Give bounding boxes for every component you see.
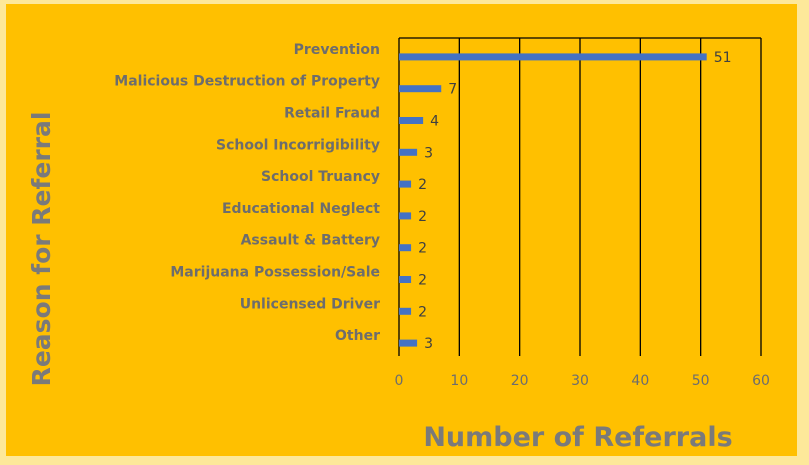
category-label: Marijuana Possession/Sale	[170, 265, 380, 281]
x-tick-labels: 0 10 20 30 40 50 60	[395, 373, 770, 389]
bar	[399, 212, 412, 220]
x-tick-label: 40	[631, 373, 649, 389]
bar-chart: Prevention Malicious Destruction of Prope…	[27, 37, 770, 453]
data-label: 2	[418, 177, 427, 193]
data-label: 2	[418, 304, 427, 320]
category-label: Malicious Destruction of Property	[114, 74, 380, 90]
category-label: Unlicensed Driver	[240, 296, 380, 312]
x-tick-label: 20	[511, 373, 529, 389]
category-label: Retail Fraud	[284, 106, 380, 122]
category-label: School Incorrigibility	[216, 137, 380, 153]
data-label: 51	[714, 50, 732, 66]
data-label: 4	[430, 114, 439, 130]
bar	[399, 307, 412, 315]
gridlines	[398, 37, 762, 356]
data-label: 7	[448, 82, 457, 98]
x-tick-label: 50	[692, 373, 710, 389]
category-label: Other	[335, 328, 380, 344]
bar-series	[399, 53, 707, 347]
data-label: 3	[424, 336, 433, 352]
chart-frame: Prevention Malicious Destruction of Prope…	[6, 4, 797, 456]
bar	[399, 117, 424, 124]
bar	[399, 85, 442, 93]
x-tick-label: 0	[395, 373, 404, 389]
bar	[399, 339, 418, 347]
bar	[399, 276, 412, 283]
category-label: Educational Neglect	[222, 201, 380, 217]
data-label: 2	[418, 241, 427, 257]
x-tick-label: 30	[571, 373, 589, 389]
category-label: Prevention	[294, 42, 380, 58]
x-axis-title: Number of Referrals	[423, 422, 732, 453]
data-label: 2	[418, 209, 427, 225]
bar	[399, 53, 707, 61]
category-label: School Truancy	[261, 169, 380, 185]
y-axis-title: Reason for Referral	[27, 112, 56, 387]
data-label: 3	[424, 145, 433, 161]
bar	[399, 148, 418, 156]
category-label: Assault & Battery	[241, 233, 380, 249]
bar	[399, 244, 412, 252]
bar	[399, 180, 412, 188]
x-tick-label: 60	[752, 373, 770, 389]
x-tick-label: 10	[450, 373, 468, 389]
category-labels: Prevention Malicious Destruction of Prope…	[114, 42, 380, 344]
data-label: 2	[418, 273, 427, 289]
data-labels: 51 74 3 2 2 2 2 2 3	[418, 50, 731, 352]
